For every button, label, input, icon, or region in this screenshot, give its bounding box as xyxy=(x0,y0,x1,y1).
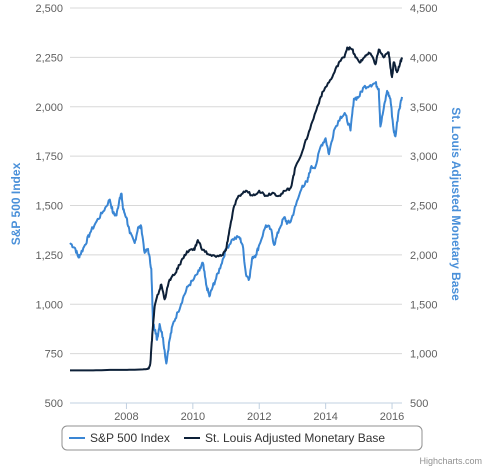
right-tick-label: 3,500 xyxy=(410,102,438,114)
legend-item-monetary-base[interactable]: St. Louis Adjusted Monetary Base xyxy=(184,431,385,445)
right-tick-label: 500 xyxy=(410,398,428,410)
left-axis-title: S&P 500 Index xyxy=(9,162,23,245)
legend-label-monetary-base: St. Louis Adjusted Monetary Base xyxy=(205,431,385,445)
right-tick-label: 2,500 xyxy=(410,201,438,213)
right-tick-label: 2,000 xyxy=(410,250,438,262)
x-tick-label: 2008 xyxy=(114,411,138,423)
series-line-sp500[interactable] xyxy=(69,81,403,365)
left-tick-label: 1,750 xyxy=(35,151,63,163)
legend: S&P 500 Index St. Louis Adjusted Monetar… xyxy=(61,425,423,451)
series-line-monetary-base[interactable] xyxy=(70,46,403,372)
x-tick-label: 2010 xyxy=(181,411,205,423)
left-tick-label: 1,250 xyxy=(35,250,63,262)
x-tick-label: 2014 xyxy=(313,411,337,423)
right-tick-label: 4,500 xyxy=(410,3,438,15)
x-tick-label: 2012 xyxy=(247,411,271,423)
left-tick-label: 2,000 xyxy=(35,102,63,114)
grid-lines xyxy=(70,7,402,404)
x-axis: 2008 2010 2012 2014 2016 xyxy=(114,403,404,423)
left-tick-label: 1,000 xyxy=(35,299,63,311)
left-tick-label: 2,500 xyxy=(35,3,63,15)
left-tick-label: 500 xyxy=(45,398,63,410)
legend-label-sp500: S&P 500 Index xyxy=(90,431,170,445)
right-tick-label: 3,000 xyxy=(410,151,438,163)
left-y-axis: 500 750 1,000 1,250 1,500 1,750 2,000 2,250 2,50… xyxy=(35,3,63,410)
right-axis-title: St. Louis Adjusted Monetary Base xyxy=(449,107,463,301)
legend-item-sp500[interactable]: S&P 500 Index xyxy=(69,431,170,445)
legend-box xyxy=(61,425,423,451)
credits-link[interactable]: Highcharts.com xyxy=(419,456,482,466)
right-tick-label: 1,500 xyxy=(410,299,438,311)
series-layer xyxy=(69,46,403,372)
right-tick-label: 1,000 xyxy=(410,349,438,361)
left-tick-label: 750 xyxy=(45,349,63,361)
left-tick-label: 2,250 xyxy=(35,52,63,64)
right-y-axis: 500 1,000 1,500 2,000 2,500 3,000 3,500 4,000 4,… xyxy=(410,3,438,410)
x-tick-label: 2016 xyxy=(380,411,404,423)
right-tick-label: 4,000 xyxy=(410,52,438,64)
left-tick-label: 1,500 xyxy=(35,201,63,213)
